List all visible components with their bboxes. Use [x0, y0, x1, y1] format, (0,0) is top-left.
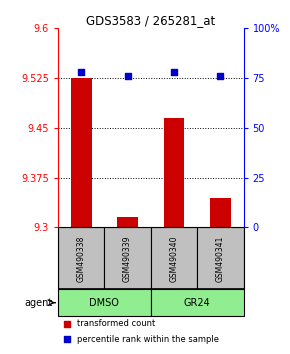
Bar: [164, 118, 184, 227]
Text: DMSO: DMSO: [89, 298, 119, 308]
Text: GSM490340: GSM490340: [169, 235, 179, 282]
Point: [65, 336, 70, 342]
Text: GSM490338: GSM490338: [77, 235, 86, 282]
Bar: [210, 198, 231, 227]
Point: [172, 69, 176, 75]
Bar: [58, 290, 151, 316]
Bar: [151, 227, 197, 290]
Bar: [104, 227, 151, 290]
Text: GSM490339: GSM490339: [123, 235, 132, 282]
Text: transformed count: transformed count: [77, 319, 155, 328]
Text: agent: agent: [24, 298, 52, 308]
Point: [125, 73, 130, 79]
Bar: [197, 227, 244, 290]
Text: GR24: GR24: [184, 298, 211, 308]
Bar: [58, 227, 104, 290]
Title: GDS3583 / 265281_at: GDS3583 / 265281_at: [86, 14, 215, 27]
Point: [218, 73, 223, 79]
Text: GSM490341: GSM490341: [216, 235, 225, 282]
Bar: [151, 290, 244, 316]
Text: percentile rank within the sample: percentile rank within the sample: [77, 335, 219, 344]
Bar: [117, 217, 138, 227]
Point: [65, 321, 70, 326]
Point: [79, 69, 84, 75]
Bar: [71, 78, 92, 227]
